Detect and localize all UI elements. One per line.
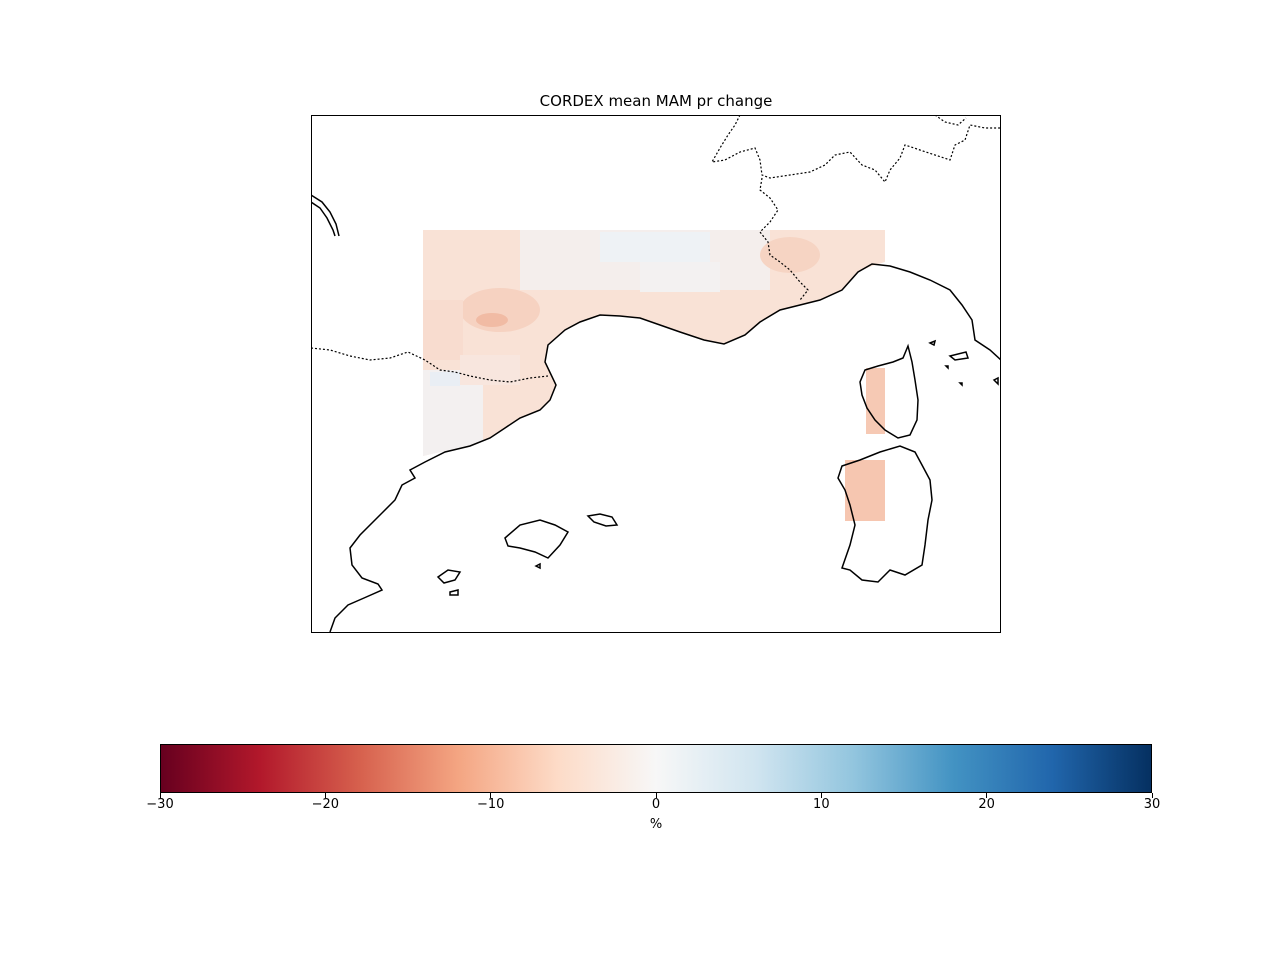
colorbar-tick — [1151, 793, 1153, 798]
colorbar-tick-label: 0 — [651, 797, 661, 812]
data-field — [423, 230, 885, 456]
map-title: CORDEX mean MAM pr change — [539, 92, 773, 110]
colorbar-tick-label: 20 — [978, 797, 995, 812]
colorbar-tick-label: −20 — [311, 797, 340, 812]
colorbar-tick-label: −10 — [476, 797, 505, 812]
map-canvas — [312, 116, 1000, 632]
corsica-data-strip — [866, 368, 885, 434]
colorbar-tick — [324, 793, 326, 798]
colorbar-tick — [159, 793, 161, 798]
colorbar-tick-label: −30 — [146, 797, 174, 812]
colorbar-tick — [820, 793, 822, 798]
colorbar-tick — [490, 793, 492, 798]
colorbar-tick-label: 10 — [813, 797, 830, 812]
colorbar-tick-label: 30 — [1143, 797, 1161, 812]
colorbar-tick — [986, 793, 988, 798]
colorbar-tick — [655, 793, 657, 798]
coastlines — [312, 194, 1000, 632]
borders — [312, 116, 1000, 383]
colorbar — [160, 744, 1152, 793]
colorbar-unit-label: % — [649, 817, 663, 832]
map-panel[interactable] — [311, 115, 1001, 633]
